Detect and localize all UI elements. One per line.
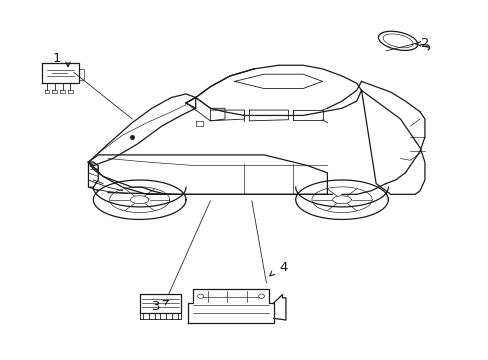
Text: 3: 3 <box>151 300 160 313</box>
Text: 1: 1 <box>52 51 61 64</box>
Text: 4: 4 <box>279 261 287 274</box>
Text: 2: 2 <box>420 37 428 50</box>
